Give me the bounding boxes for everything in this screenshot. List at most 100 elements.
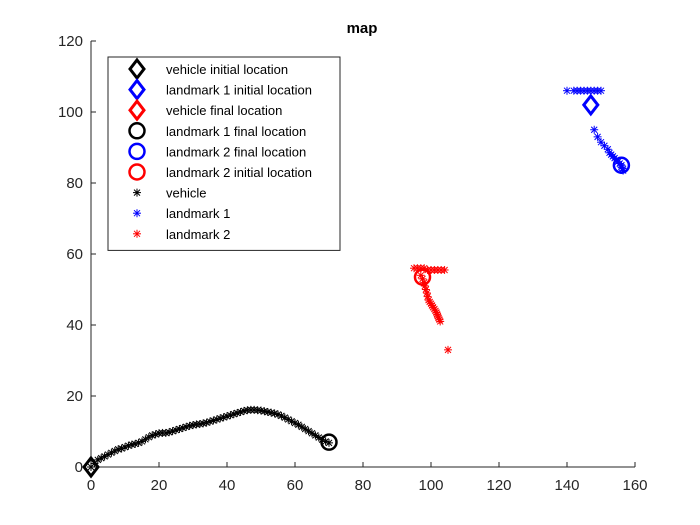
asterisk-stroke bbox=[118, 445, 125, 452]
legend-marker bbox=[128, 163, 146, 181]
asterisk-stroke bbox=[133, 189, 141, 196]
data-point bbox=[597, 138, 605, 147]
legend-entry: vehicle initial location bbox=[128, 57, 288, 81]
legend-label: landmark 2 initial location bbox=[166, 165, 312, 180]
asterisk-stroke bbox=[422, 286, 430, 293]
asterisk-stroke bbox=[597, 87, 605, 95]
asterisk-stroke bbox=[133, 230, 141, 238]
y-tick-label: 20 bbox=[66, 388, 83, 405]
axes: 0 20 40 60 80 100 120 140 160 0 20 40 60 80 100 120 bbox=[58, 33, 648, 494]
data-series bbox=[82, 86, 631, 479]
asterisk-stroke bbox=[257, 407, 265, 414]
data-point bbox=[597, 86, 605, 95]
legend-label: landmark 1 bbox=[166, 206, 230, 221]
legend-entry: landmark 1 initial location bbox=[128, 78, 312, 102]
y-tick-label: 40 bbox=[66, 317, 83, 334]
asterisk-stroke bbox=[444, 346, 452, 354]
asterisk-stroke bbox=[325, 439, 333, 447]
legend: vehicle initial location landmark 1 initi… bbox=[107, 56, 341, 251]
x-tick-label: 140 bbox=[554, 477, 579, 494]
data-point bbox=[97, 454, 106, 463]
asterisk-stroke bbox=[590, 126, 598, 134]
asterisk-stroke bbox=[419, 275, 426, 283]
data-point bbox=[590, 125, 599, 134]
y-tick-label: 100 bbox=[58, 104, 83, 121]
asterisk-stroke bbox=[298, 423, 306, 431]
asterisk-stroke bbox=[295, 421, 302, 429]
data-point bbox=[444, 345, 452, 354]
data-point bbox=[274, 410, 282, 419]
data-point bbox=[320, 433, 338, 451]
asterisk-stroke bbox=[315, 434, 323, 441]
legend-entry: landmark 1 final location bbox=[128, 122, 306, 140]
asterisk-stroke bbox=[312, 432, 319, 439]
data-point bbox=[563, 86, 571, 95]
chart-title: map bbox=[347, 20, 378, 37]
data-point bbox=[117, 444, 126, 453]
asterisk-stroke bbox=[594, 133, 601, 141]
asterisk-stroke bbox=[308, 429, 316, 437]
legend-marker bbox=[133, 188, 141, 197]
x-tick-label: 160 bbox=[622, 477, 647, 494]
asterisk-stroke bbox=[278, 412, 285, 420]
series-landmark-1-final-location bbox=[320, 433, 338, 451]
legend-entry: landmark 2 bbox=[133, 227, 230, 242]
legend-entry: landmark 2 initial location bbox=[128, 163, 312, 181]
legend-label: landmark 2 final location bbox=[166, 144, 306, 159]
legend-label: vehicle initial location bbox=[166, 62, 288, 77]
y-tick-label: 0 bbox=[75, 459, 83, 476]
asterisk-stroke bbox=[271, 410, 278, 417]
asterisk-stroke bbox=[601, 142, 608, 150]
legend-marker bbox=[133, 229, 141, 238]
asterisk-stroke bbox=[288, 417, 295, 425]
legend-marker bbox=[128, 98, 146, 122]
legend-entry: landmark 2 final location bbox=[128, 142, 306, 161]
legend-marker bbox=[128, 122, 146, 140]
asterisk-stroke bbox=[423, 289, 431, 297]
x-tick-label: 80 bbox=[355, 477, 372, 494]
data-point bbox=[581, 93, 600, 117]
legend-entry: vehicle final location bbox=[128, 98, 282, 122]
series-landmark-2-initial-location bbox=[413, 268, 432, 286]
legend-label: vehicle final location bbox=[166, 103, 282, 118]
asterisk-stroke bbox=[322, 438, 329, 445]
x-tick-label: 100 bbox=[418, 477, 443, 494]
x-tick-label: 20 bbox=[151, 477, 168, 494]
asterisk-stroke bbox=[133, 209, 141, 217]
data-point bbox=[612, 156, 631, 174]
legend-box bbox=[107, 56, 341, 251]
x-tick-label: 40 bbox=[219, 477, 236, 494]
asterisk-stroke bbox=[441, 266, 448, 274]
data-point bbox=[134, 438, 143, 447]
data-point bbox=[277, 411, 286, 420]
asterisk-stroke bbox=[597, 138, 605, 146]
asterisk-stroke bbox=[264, 408, 272, 416]
x-tick-label: 0 bbox=[87, 477, 95, 494]
legend-marker bbox=[128, 142, 146, 161]
asterisk-stroke bbox=[267, 409, 275, 417]
asterisk-stroke bbox=[261, 407, 268, 415]
data-point bbox=[104, 450, 112, 459]
y-tick-label: 80 bbox=[66, 175, 83, 192]
asterisk-stroke bbox=[424, 293, 431, 300]
y-tick-label: 120 bbox=[58, 33, 83, 50]
series-vehicle-initial-location bbox=[82, 455, 100, 479]
asterisk-stroke bbox=[436, 318, 444, 325]
asterisk-stroke bbox=[284, 416, 292, 423]
asterisk-stroke bbox=[135, 439, 142, 447]
legend-marker bbox=[128, 57, 146, 81]
legend-label: landmark 1 initial location bbox=[166, 83, 312, 98]
data-point bbox=[436, 317, 445, 326]
asterisk-stroke bbox=[274, 411, 282, 418]
asterisk-stroke bbox=[305, 427, 312, 435]
x-tick-label: 60 bbox=[287, 477, 304, 494]
y-tick-label: 60 bbox=[66, 246, 83, 263]
asterisk-stroke bbox=[417, 271, 425, 279]
data-point bbox=[440, 265, 449, 274]
asterisk-stroke bbox=[301, 425, 309, 433]
legend-label: landmark 1 final location bbox=[166, 124, 306, 139]
asterisk-stroke bbox=[291, 419, 299, 427]
legend-marker bbox=[133, 209, 141, 218]
series-vehicle bbox=[87, 405, 333, 471]
